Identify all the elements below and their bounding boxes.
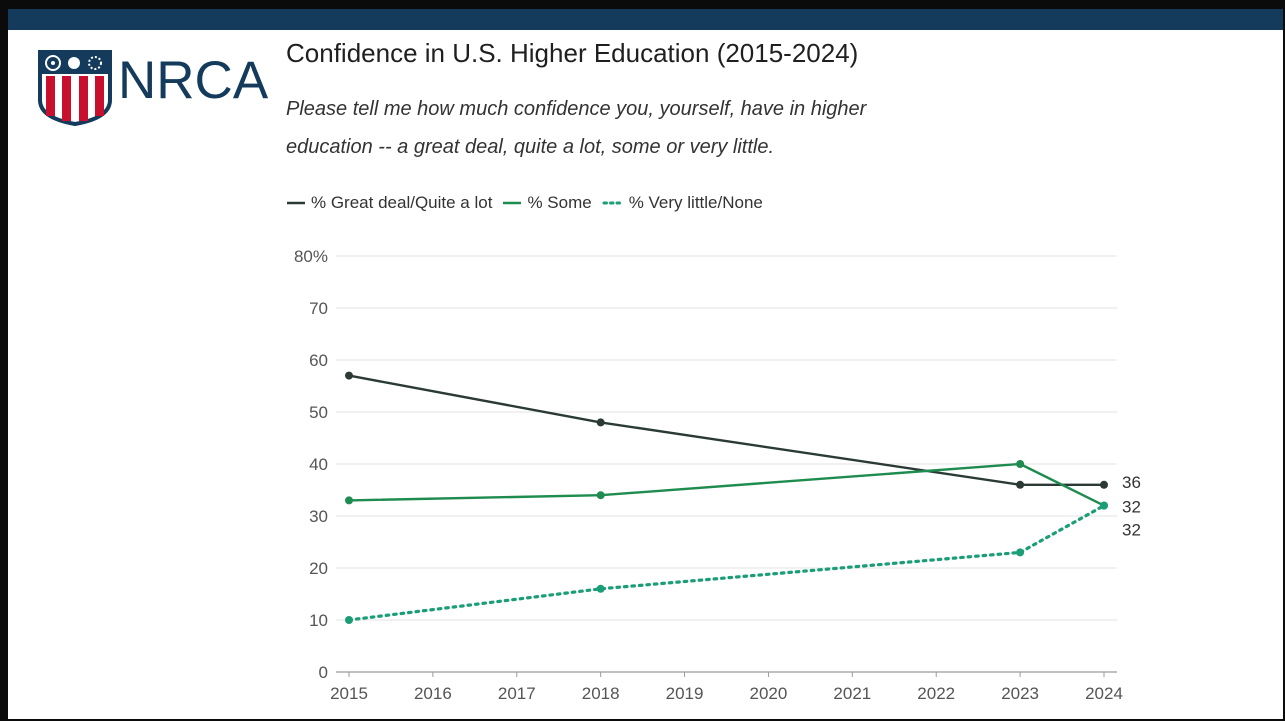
- y-tick-label: 80%: [294, 247, 328, 266]
- legend-swatch-some: [503, 201, 522, 205]
- x-tick-label: 2017: [498, 684, 536, 703]
- shield-icon: [38, 50, 112, 127]
- y-tick-label: 10: [309, 611, 328, 630]
- data-point-very-little: [1100, 501, 1108, 510]
- y-tick-label: 0: [319, 663, 328, 682]
- y-axis-ticks: 0 10 20 30 40 50 60 70 80%: [294, 247, 328, 682]
- x-tick-label: 2024: [1085, 684, 1123, 703]
- data-point-very-little: [596, 584, 605, 593]
- subtitle-line-1: Please tell me how much confidence you, …: [286, 98, 867, 120]
- x-tick-label: 2015: [330, 684, 368, 703]
- data-point-great-deal: [596, 418, 605, 427]
- x-tick-label: 2020: [750, 684, 788, 703]
- legend-swatch-great-deal: [287, 201, 305, 205]
- chart-legend: % Great deal/Quite a lot % Some % Very l…: [286, 192, 773, 214]
- end-label-great-deal: 36: [1122, 473, 1141, 492]
- data-point-great-deal: [1016, 480, 1025, 489]
- data-point-some: [1016, 460, 1025, 468]
- data-point-great-deal: [1100, 480, 1108, 489]
- top-bar: [0, 0, 1285, 30]
- legend-item-great-deal: % Great deal/Quite a lot: [286, 193, 492, 213]
- x-tick-label: 2021: [833, 684, 871, 703]
- chart-subtitle: Please tell me how much confidence you, …: [286, 90, 986, 166]
- x-axis-ticks: 2015 2016 2017 2018 2019 2020 2021 2022 2023 2024: [330, 672, 1123, 703]
- grid-lines: [336, 255, 1117, 673]
- x-tick-label: 2016: [414, 684, 452, 703]
- y-tick-label: 40: [309, 455, 328, 474]
- x-tick-label: 2022: [917, 684, 955, 703]
- series-line-great-deal: [348, 374, 1104, 486]
- y-tick-label: 20: [309, 559, 328, 578]
- data-point-very-little: [345, 616, 353, 624]
- data-point-great-deal: [345, 371, 353, 380]
- series-line-some: [348, 462, 1105, 507]
- data-point-some: [345, 496, 353, 505]
- series-line-very-little: [347, 504, 1106, 622]
- data-point-very-little: [1016, 548, 1025, 557]
- y-tick-label: 70: [309, 299, 328, 318]
- logo-text: NRCA: [118, 51, 269, 110]
- legend-item-some: % Some: [502, 193, 592, 213]
- legend-item-very-little: % Very little/None: [602, 193, 763, 213]
- legend-swatch-very-little: [602, 201, 624, 205]
- y-tick-label: 30: [309, 507, 328, 526]
- y-tick-label: 60: [309, 351, 328, 370]
- legend-label-very-little: % Very little/None: [628, 193, 763, 212]
- x-tick-label: 2018: [582, 684, 620, 703]
- data-point-some: [596, 491, 605, 500]
- x-tick-label: 2019: [666, 684, 704, 703]
- end-label-very-little: 32: [1122, 521, 1141, 540]
- series-group: [345, 371, 1108, 624]
- x-tick-label: 2023: [1001, 684, 1039, 703]
- legend-label-great-deal: % Great deal/Quite a lot: [311, 193, 493, 212]
- nrca-logo: NRCA: [36, 48, 276, 128]
- y-tick-label: 50: [309, 403, 328, 422]
- end-label-some: 32: [1122, 498, 1141, 517]
- chart-title: Confidence in U.S. Higher Education (201…: [286, 38, 859, 68]
- legend-label-some: % Some: [527, 193, 592, 212]
- subtitle-line-2: education -- a great deal, quite a lot, …: [286, 136, 775, 158]
- end-labels: 36 32 32: [1122, 473, 1141, 540]
